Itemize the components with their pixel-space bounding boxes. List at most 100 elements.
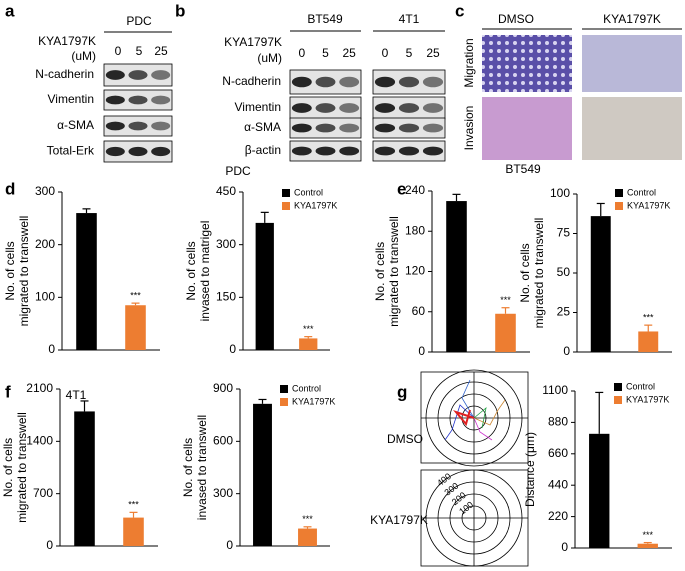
- y-tick-label: 25: [557, 305, 571, 319]
- blot-band: [151, 121, 171, 131]
- tracking-plots: [420, 369, 529, 567]
- cell-line: 4T1: [399, 12, 420, 26]
- dose: 5: [322, 46, 329, 60]
- blot-band: [374, 76, 396, 88]
- assay-label: Invasion: [462, 106, 476, 151]
- y-axis-label: migrated to transwell: [17, 216, 31, 327]
- protein: Total-Erk: [47, 144, 95, 158]
- y-tick-label: 300: [35, 184, 55, 198]
- y-tick-label: 100: [35, 290, 55, 304]
- y-tick-label: 120: [405, 264, 425, 278]
- protein: Vimentin: [235, 100, 281, 114]
- blot-band: [315, 146, 336, 156]
- y-tick-label: 600: [213, 434, 233, 448]
- panel-letter: g: [397, 382, 407, 401]
- y-tick-label: 700: [33, 486, 53, 500]
- panel-letter: b: [175, 1, 185, 20]
- legend-label: KYA1797K: [294, 200, 337, 210]
- blot-band: [128, 95, 148, 105]
- tracking-condition: KYA1797K: [370, 513, 428, 527]
- y-axis-label: No. of cells: [184, 241, 198, 300]
- y-tick-label: 440: [548, 477, 568, 491]
- condition-label: DMSO: [498, 12, 534, 26]
- invasion-kya-image: [582, 97, 682, 160]
- bar: [125, 305, 146, 350]
- legend-swatch: [282, 202, 290, 210]
- y-tick-label: 180: [405, 223, 425, 237]
- protein: β-actin: [245, 143, 281, 157]
- dose: 25: [154, 44, 168, 58]
- blot-band: [291, 103, 312, 113]
- y-tick-label: 0: [48, 342, 55, 356]
- bar: [446, 201, 467, 352]
- y-axis-label: No. of cells: [3, 241, 17, 300]
- protein: α-SMA: [244, 120, 281, 134]
- blot-band: [151, 95, 171, 105]
- y-tick-label: 220: [548, 509, 568, 523]
- y-tick-label: 1400: [26, 434, 53, 448]
- legend-label: KYA1797K: [627, 200, 670, 210]
- bar: [637, 543, 658, 548]
- legend-swatch: [280, 385, 288, 393]
- blot-band: [374, 123, 396, 133]
- bar: [123, 517, 144, 546]
- legend-swatch: [282, 189, 290, 197]
- y-tick-label: 450: [216, 184, 236, 198]
- blot-band: [151, 146, 171, 157]
- blot-band: [105, 95, 125, 105]
- invasion-dmso-image: [482, 97, 572, 160]
- blot-band: [374, 146, 396, 156]
- bar: [74, 411, 95, 546]
- blot-band: [105, 121, 125, 131]
- significance: ***: [643, 313, 654, 323]
- dose: 25: [426, 46, 440, 60]
- blot-band: [422, 146, 444, 156]
- blot-band: [422, 123, 444, 133]
- panel-letter: f: [5, 382, 11, 401]
- cell-line: BT549: [307, 12, 343, 26]
- y-axis-label: migrated to transwell: [15, 412, 29, 523]
- blot-band: [339, 103, 360, 113]
- blot-band: [398, 123, 420, 133]
- significance: ***: [500, 295, 511, 305]
- blot-band: [374, 103, 396, 113]
- blot-band: [315, 123, 336, 133]
- blot-band: [315, 103, 336, 113]
- dose: 0: [115, 44, 122, 58]
- y-tick-label: 660: [548, 446, 568, 460]
- y-axis-label: Distance (μm): [523, 432, 537, 507]
- legend-label: Control: [626, 381, 655, 391]
- y-axis-label: No. of cells: [1, 438, 15, 497]
- treatment: KYA1797K: [38, 34, 96, 48]
- legend-swatch: [614, 383, 622, 391]
- dose: 25: [342, 46, 356, 60]
- protein: N-cadherin: [35, 67, 94, 81]
- blot-band: [398, 103, 420, 113]
- panel-letter: d: [5, 179, 15, 198]
- blot-band: [315, 76, 336, 88]
- assay-label: Migration: [462, 38, 476, 87]
- panel-letter: e: [397, 179, 406, 198]
- bar: [299, 338, 318, 350]
- migration-kya-image: [582, 35, 682, 92]
- migration-dmso-texture: [482, 35, 572, 92]
- protein: Vimentin: [48, 92, 94, 106]
- chart-title: BT549: [505, 162, 541, 176]
- blot-band: [105, 70, 125, 80]
- y-tick-label: 880: [548, 415, 568, 429]
- bar: [590, 216, 611, 352]
- y-tick-label: 200: [35, 237, 55, 251]
- blot-band: [339, 123, 360, 133]
- legend-swatch: [615, 189, 623, 197]
- y-axis-label: No. of cells: [518, 243, 532, 302]
- tracking-condition: DMSO: [387, 432, 423, 446]
- blot-band: [398, 76, 420, 88]
- y-tick-label: 0: [563, 344, 570, 358]
- bar: [253, 403, 272, 546]
- y-tick-label: 150: [216, 290, 236, 304]
- dose: 5: [406, 46, 413, 60]
- legend-swatch: [280, 398, 288, 406]
- legend-label: Control: [292, 383, 321, 393]
- y-tick-label: 0: [561, 540, 568, 554]
